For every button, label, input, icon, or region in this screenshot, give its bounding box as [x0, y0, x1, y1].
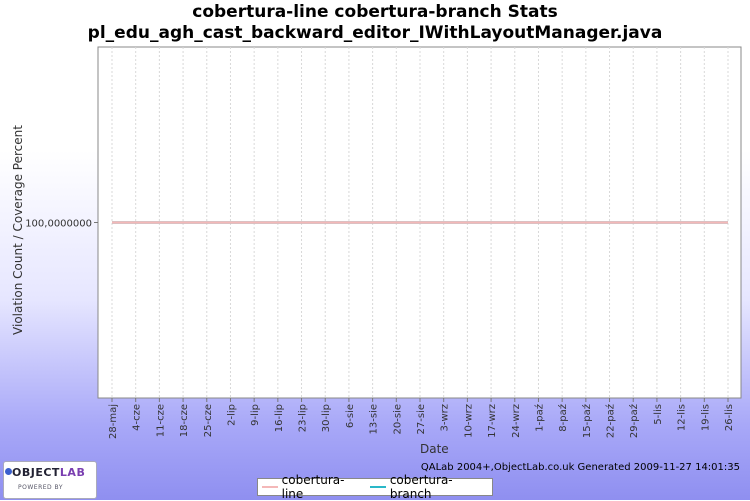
x-tick-label: 26-lis [724, 404, 735, 431]
x-tick-label: 28-maj [108, 404, 119, 439]
objectlab-logo: OBJECTLAB POWERED BY [3, 461, 97, 499]
x-tick-label: 22-paź [605, 404, 617, 438]
logo-powered-by: POWERED BY [18, 484, 64, 491]
line-chart: 28-maj 4-cze 11-cze 18-cze 25-cze 2-lip 9-lip 1… [25, 46, 742, 439]
x-tick-label: 11-cze [155, 404, 166, 437]
x-tick-label: 15-paź [581, 404, 593, 438]
x-tick-label: 18-cze [179, 404, 190, 437]
x-tick-label: 9-lip [250, 404, 261, 426]
x-tick-label: 30-lip [321, 404, 332, 432]
legend-label-branch: cobertura-branch [389, 473, 453, 501]
chart-title: cobertura-line cobertura-branch Stats [192, 2, 558, 22]
x-tick-label: 1-paź [533, 404, 545, 432]
x-tick-label: 8-paź [557, 404, 569, 432]
x-tick-label: 6-sie [345, 404, 356, 428]
chart-legend: cobertura-line cobertura-branch [257, 473, 493, 501]
x-tick-label: 27-sie [416, 404, 427, 434]
x-tick-label: 13-sie [369, 404, 380, 434]
x-tick-label: 2-lip [226, 404, 237, 426]
x-tick-label: 25-cze [203, 404, 214, 437]
x-tick-label: 5-lis [653, 404, 664, 425]
legend-item-line: cobertura-line [262, 473, 364, 501]
legend-label-line: cobertura-line [281, 473, 345, 501]
x-tick-label: 12-lis [677, 404, 688, 431]
footer-text: QALab 2004+,ObjectLab.co.uk Generated 20… [420, 462, 740, 473]
logo-wordmark: OBJECTLAB [12, 466, 86, 479]
logo-dot-icon [5, 468, 12, 475]
x-tick-label: 4-cze [132, 404, 143, 431]
chart-subtitle: pl_edu_agh_cast_backward_editor_IWithLay… [87, 23, 663, 43]
x-tick-label: 16-lip [274, 404, 285, 432]
y-tick-label: 100,0000000 [25, 219, 92, 230]
x-tick-label: 17-wrz [487, 404, 498, 438]
legend-swatch-line [262, 486, 278, 488]
legend-item-branch: cobertura-branch [370, 473, 492, 501]
x-tick-label: 29-paź [628, 404, 640, 438]
x-tick-label: 24-wrz [511, 404, 522, 438]
x-tick-label: 20-sie [392, 404, 403, 434]
x-tick-label: 10-wrz [463, 404, 474, 438]
generated-footer: QALab 2004+,ObjectLab.co.uk Generated 20… [0, 462, 750, 473]
legend-swatch-branch [370, 486, 386, 488]
y-axis-label: Violation Count / Coverage Percent [11, 125, 25, 335]
x-axis-label: Date [420, 442, 449, 456]
x-tick-label: 23-lip [298, 404, 309, 432]
x-tick-label: 3-wrz [440, 404, 451, 432]
x-tick-label: 19-lis [700, 404, 711, 431]
